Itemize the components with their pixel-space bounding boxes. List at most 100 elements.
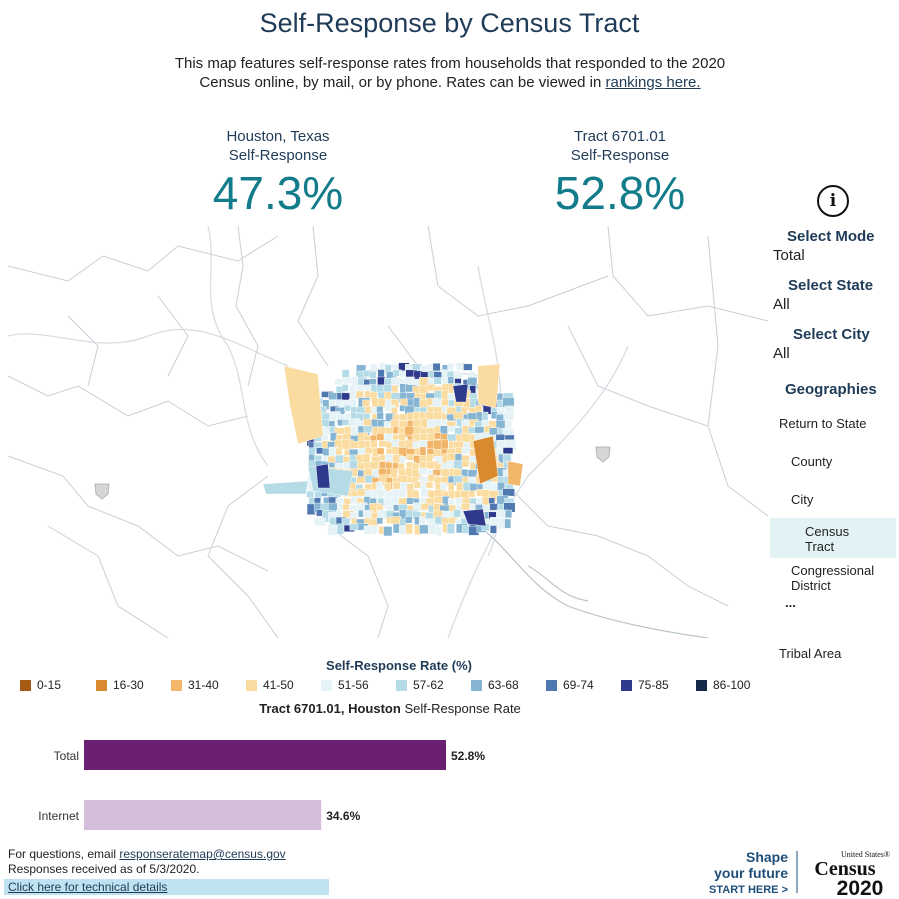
legend-item[interactable]: 31-40 <box>171 678 219 692</box>
census-tract[interactable] <box>376 412 384 420</box>
census-tract[interactable] <box>461 525 470 534</box>
legend-item[interactable]: 57-62 <box>396 678 444 692</box>
geo-more-indicator[interactable]: ... <box>785 595 796 610</box>
email-link[interactable]: responseratemap@census.gov <box>119 847 286 861</box>
geo-item-city[interactable]: City <box>791 492 814 507</box>
geo-item-census-tract[interactable]: Census Tract <box>805 524 849 554</box>
census-tract[interactable] <box>452 383 469 403</box>
census-tract[interactable] <box>313 518 326 527</box>
census-tract[interactable] <box>502 447 514 454</box>
census-tract[interactable] <box>461 447 472 455</box>
census-tract[interactable] <box>489 525 497 534</box>
census-tract[interactable] <box>446 460 455 469</box>
census-tract[interactable] <box>392 523 400 534</box>
census-tract[interactable] <box>504 518 512 529</box>
census-tract[interactable] <box>306 490 315 498</box>
census-tract[interactable] <box>376 517 383 525</box>
census-tract[interactable] <box>507 460 524 487</box>
census-tract[interactable] <box>390 469 398 478</box>
geo-item-congressional-district[interactable]: Congressional District <box>791 563 874 593</box>
census-tract[interactable] <box>376 447 385 455</box>
legend-item[interactable]: 0-15 <box>20 678 61 692</box>
census-tract[interactable] <box>369 371 377 379</box>
census-tract[interactable] <box>502 488 515 497</box>
census-tract[interactable] <box>392 504 400 512</box>
census-tract[interactable] <box>283 365 324 445</box>
census-tract[interactable] <box>453 411 464 420</box>
census-tract[interactable] <box>335 447 343 456</box>
census-tract[interactable] <box>425 481 434 489</box>
geo-item-tribal-area[interactable]: Tribal Area <box>779 646 842 661</box>
census-tract[interactable] <box>327 524 338 536</box>
census-tract[interactable] <box>503 412 515 421</box>
census-tract[interactable] <box>474 405 483 413</box>
census-tract[interactable] <box>427 419 436 429</box>
select-mode-dropdown[interactable]: Total <box>773 247 805 264</box>
census-tract[interactable] <box>504 509 513 519</box>
legend-item[interactable]: 69-74 <box>546 678 594 692</box>
census-tract[interactable] <box>336 523 344 535</box>
census-tract[interactable] <box>435 525 442 536</box>
census-tract[interactable] <box>348 441 360 449</box>
census-tract[interactable] <box>341 384 349 392</box>
census-tract[interactable] <box>489 503 499 511</box>
self-response-map[interactable] <box>8 226 768 638</box>
census-tract[interactable] <box>462 508 487 527</box>
census-tract[interactable] <box>433 449 442 458</box>
census-tract[interactable] <box>371 525 378 534</box>
census-tract[interactable] <box>427 474 436 482</box>
census-tract[interactable] <box>419 516 426 525</box>
select-state-dropdown[interactable]: All <box>773 296 790 313</box>
census-tract[interactable] <box>334 378 343 386</box>
census-tract[interactable] <box>362 399 370 407</box>
legend-item[interactable]: 16-30 <box>96 678 144 692</box>
census-tract[interactable] <box>477 363 501 409</box>
census-tract[interactable] <box>350 376 359 388</box>
rankings-link[interactable]: rankings here. <box>605 74 701 91</box>
technical-details-link[interactable]: Click here for technical details <box>4 879 329 895</box>
legend-item[interactable]: 51-56 <box>321 678 369 692</box>
census-tract[interactable] <box>453 509 462 518</box>
census-tract[interactable] <box>369 461 379 470</box>
census-tract[interactable] <box>472 435 499 485</box>
census-tract[interactable] <box>363 425 373 434</box>
census-tract[interactable] <box>344 405 351 412</box>
geo-item-county[interactable]: County <box>791 454 833 469</box>
census-tract[interactable] <box>398 488 406 498</box>
census-2020-logo[interactable]: Shape your future START HERE > United St… <box>708 848 893 896</box>
census-tract[interactable] <box>355 390 364 399</box>
census-tract[interactable] <box>502 454 512 462</box>
census-tract[interactable] <box>447 498 455 506</box>
census-tract[interactable] <box>456 482 464 492</box>
census-tract[interactable] <box>463 363 473 371</box>
census-tract[interactable] <box>383 384 393 393</box>
census-tract[interactable] <box>376 488 386 498</box>
census-tract[interactable] <box>441 468 450 478</box>
census-tract[interactable] <box>434 496 444 504</box>
census-tract[interactable] <box>262 480 309 495</box>
census-tract[interactable] <box>399 456 407 464</box>
census-tract[interactable] <box>488 497 495 504</box>
census-tract[interactable] <box>327 456 337 463</box>
census-tract[interactable] <box>405 523 413 535</box>
select-city-dropdown[interactable]: All <box>773 345 790 362</box>
census-tract[interactable] <box>413 397 421 409</box>
census-tract[interactable] <box>383 526 393 537</box>
legend-item[interactable]: 41-50 <box>246 678 294 692</box>
bar-internet[interactable] <box>84 800 322 830</box>
census-tract[interactable] <box>446 523 455 534</box>
bar-total[interactable] <box>84 740 446 770</box>
census-tract[interactable] <box>468 490 476 498</box>
census-tract[interactable] <box>377 376 386 386</box>
legend-item[interactable]: 63-68 <box>471 678 519 692</box>
legend-item[interactable]: 86-100 <box>696 678 750 692</box>
census-tract[interactable] <box>399 413 408 421</box>
info-circle-icon[interactable]: i <box>817 185 849 217</box>
census-tract[interactable] <box>418 467 428 475</box>
census-tract[interactable] <box>315 463 331 489</box>
census-tract[interactable] <box>363 418 373 427</box>
census-tract[interactable] <box>447 362 454 372</box>
geo-item-return-to-state[interactable]: Return to State <box>779 416 867 431</box>
census-tract[interactable] <box>432 469 441 476</box>
census-tract[interactable] <box>405 516 413 524</box>
